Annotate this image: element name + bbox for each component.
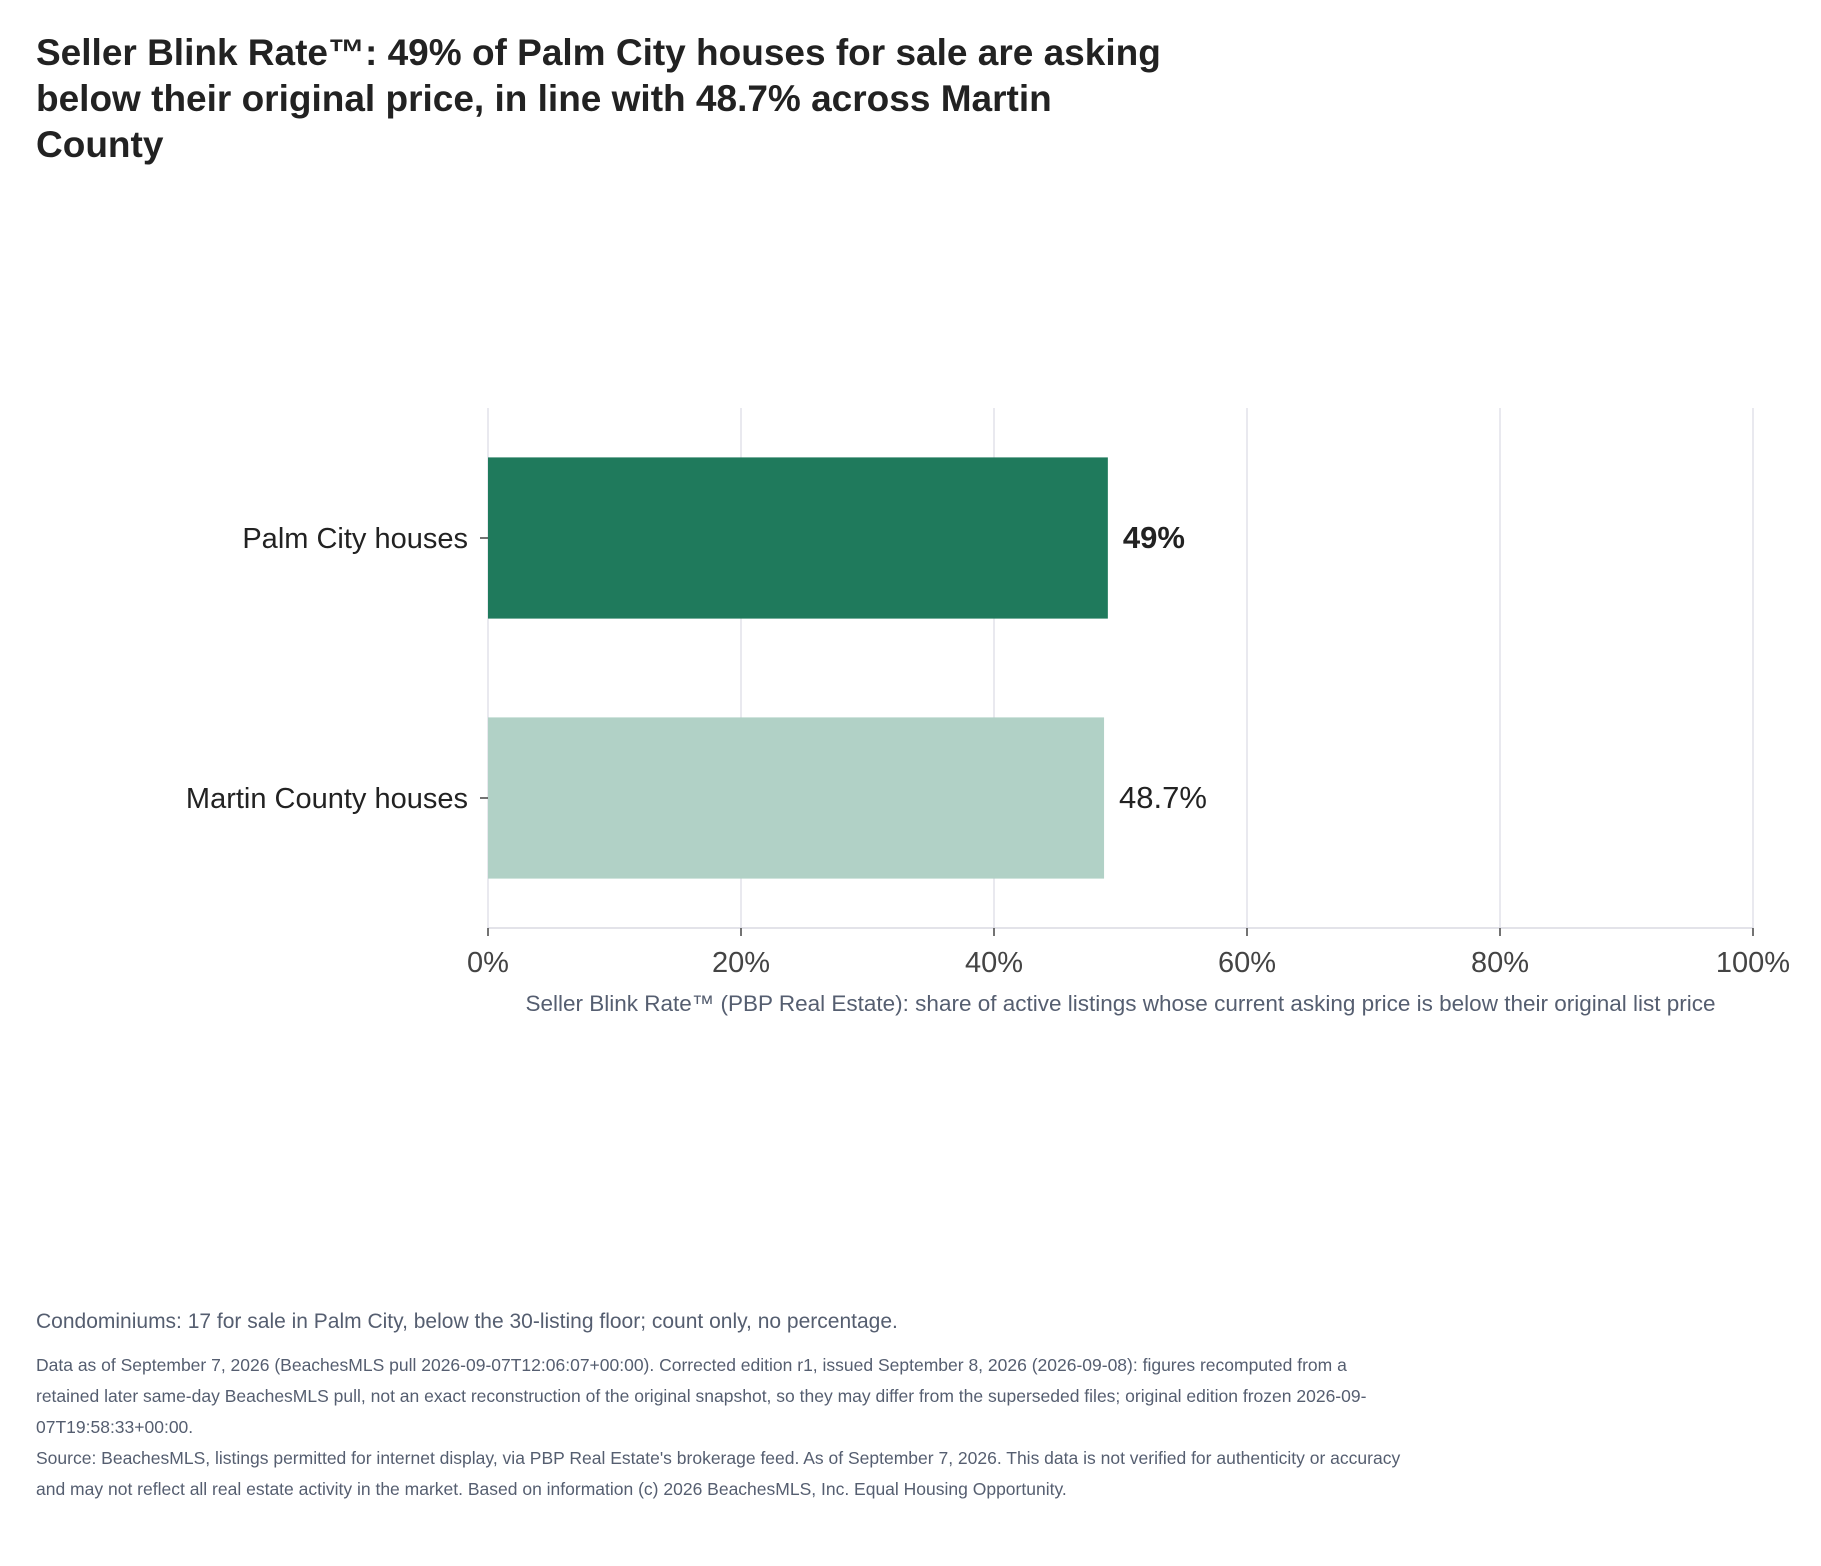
x-tick-label: 40% bbox=[965, 947, 1023, 979]
x-axis-title: Seller Blink Rate™ (PBP Real Estate): sh… bbox=[525, 991, 1715, 1016]
x-tick-label: 0% bbox=[467, 947, 509, 979]
footer: Condominiums: 17 for sale in Palm City, … bbox=[36, 1308, 1406, 1505]
category-label: Martin County houses bbox=[186, 783, 468, 815]
data-label: 48.7% bbox=[1119, 780, 1207, 815]
condo-note: Condominiums: 17 for sale in Palm City, … bbox=[36, 1310, 898, 1333]
data-note: Data as of September 7, 2026 (BeachesMLS… bbox=[36, 1355, 1367, 1437]
x-tick-label: 60% bbox=[1218, 947, 1276, 979]
chart-title: Seller Blink Rate™: 49% of Palm City hou… bbox=[36, 32, 1161, 165]
category-label: Palm City houses bbox=[242, 523, 468, 555]
x-tick-label: 80% bbox=[1471, 947, 1529, 979]
bar-chart: Palm City houses 49% Martin County houses 4… bbox=[186, 408, 1790, 1016]
x-tick-label: 20% bbox=[712, 947, 770, 979]
source-note: Source: BeachesMLS, listings permitted f… bbox=[36, 1448, 1401, 1499]
bar bbox=[488, 717, 1105, 879]
data-label: 49% bbox=[1123, 520, 1185, 555]
bar bbox=[488, 457, 1108, 619]
x-tick-label: 100% bbox=[1716, 947, 1790, 979]
